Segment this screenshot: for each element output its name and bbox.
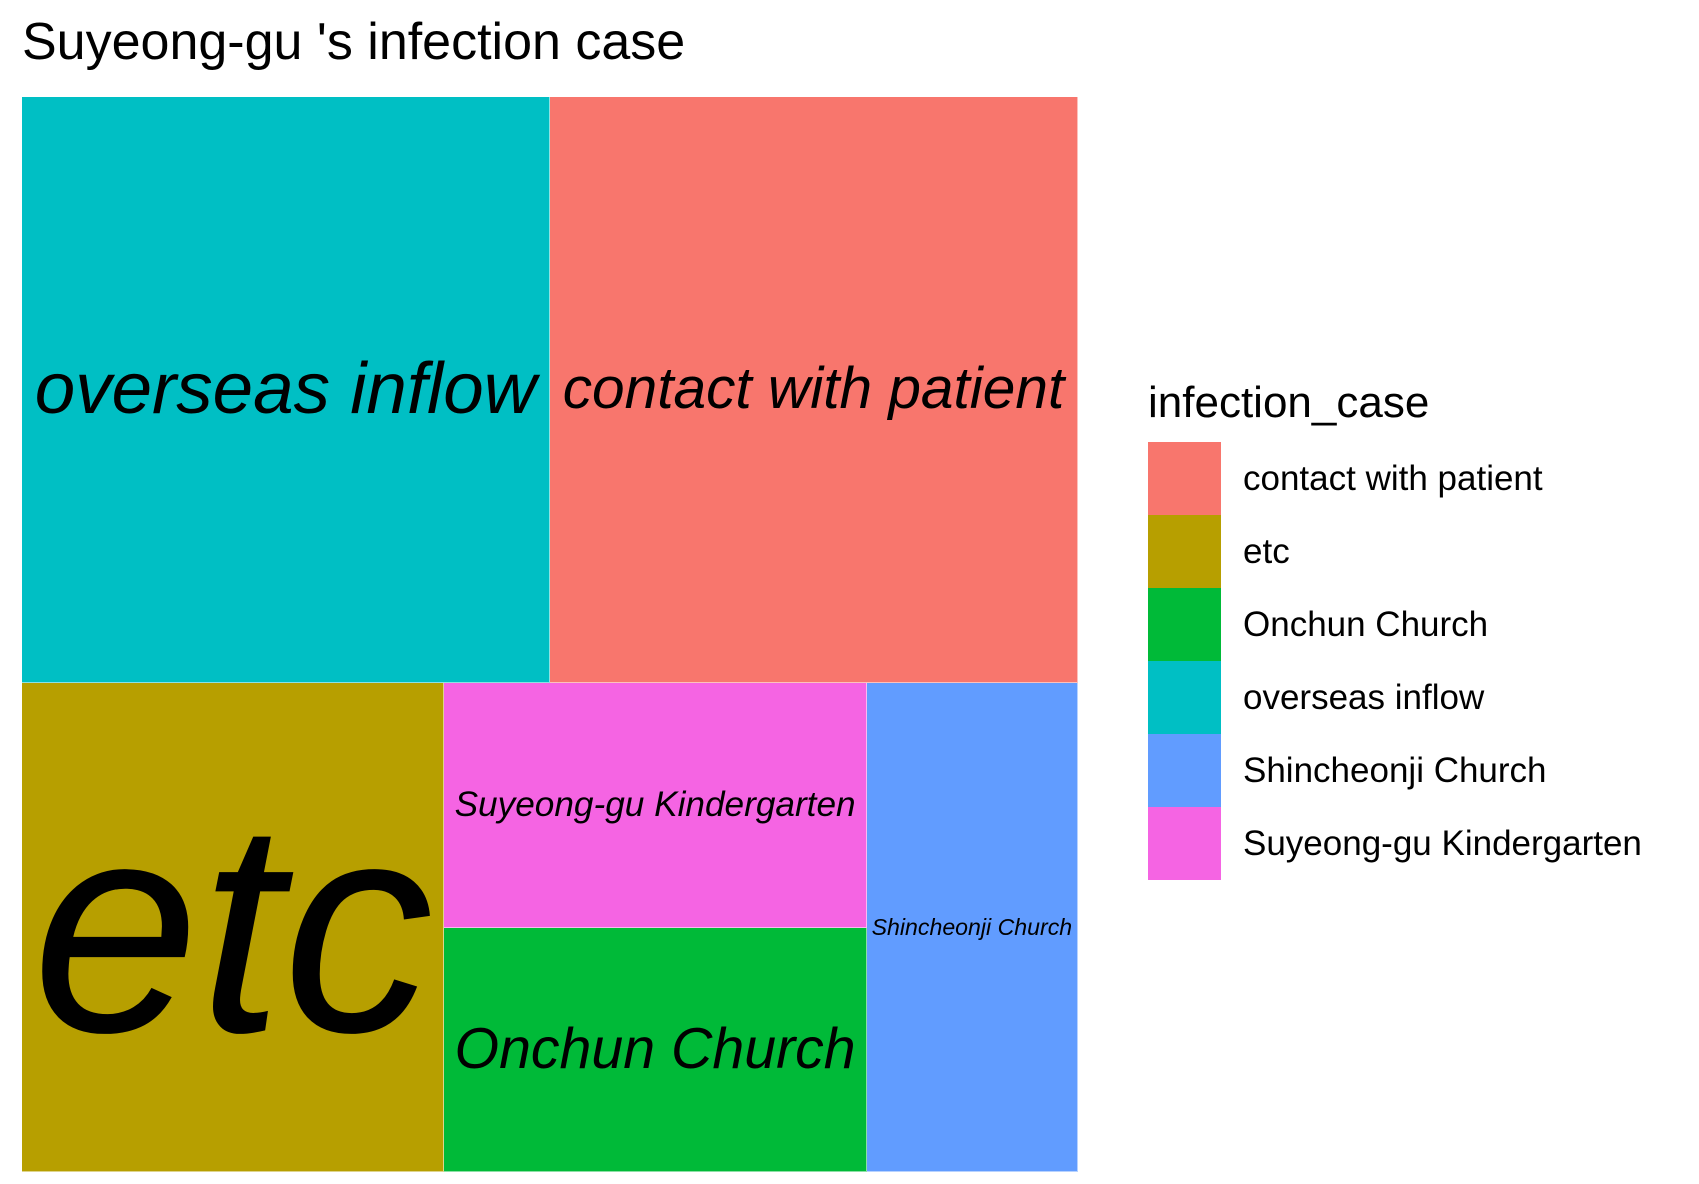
legend-items: contact with patient etc Onchun Church over… bbox=[1148, 442, 1642, 880]
legend-key bbox=[1148, 442, 1221, 515]
legend: infection_case contact with patient etc On… bbox=[1148, 378, 1642, 880]
legend-key bbox=[1148, 515, 1221, 588]
treemap-tile-label: overseas inflow bbox=[34, 348, 537, 430]
legend-item-shincheonji-church: Shincheonji Church bbox=[1148, 734, 1642, 807]
treemap-tile-onchun-church: Onchun Church bbox=[444, 927, 867, 1172]
treemap-tile-label: Shincheonji Church bbox=[871, 913, 1073, 940]
treemap-tile-etc: etc bbox=[22, 683, 445, 1172]
legend-label: Shincheonji Church bbox=[1243, 750, 1547, 790]
legend-key bbox=[1148, 807, 1221, 880]
legend-label: Onchun Church bbox=[1243, 604, 1489, 644]
treemap-tile-label: etc bbox=[32, 758, 434, 1095]
legend-item-overseas-inflow: overseas inflow bbox=[1148, 661, 1642, 734]
legend-label: overseas inflow bbox=[1243, 677, 1485, 717]
treemap-tile-overseas-inflow: overseas inflow bbox=[22, 97, 550, 684]
treemap-tile-contact-with-patient: contact with patient bbox=[550, 97, 1078, 684]
treemap-plot: overseas inflow contact with patient etc Su… bbox=[22, 97, 1078, 1172]
legend-label: etc bbox=[1243, 531, 1290, 571]
legend-item-onchun-church: Onchun Church bbox=[1148, 588, 1642, 661]
treemap-tile-suyeong-gu-kindergarten: Suyeong-gu Kindergarten bbox=[444, 683, 867, 928]
legend-label: Suyeong-gu Kindergarten bbox=[1243, 823, 1642, 863]
legend-item-contact-with-patient: contact with patient bbox=[1148, 442, 1642, 515]
legend-title: infection_case bbox=[1148, 378, 1430, 427]
legend-item-etc: etc bbox=[1148, 515, 1642, 588]
treemap-tile-label: Suyeong-gu Kindergarten bbox=[454, 785, 856, 825]
legend-item-suyeong-gu-kindergarten: Suyeong-gu Kindergarten bbox=[1148, 807, 1642, 880]
legend-key bbox=[1148, 661, 1221, 734]
treemap-tile-shincheonji-church: Shincheonji Church bbox=[866, 683, 1078, 1172]
legend-label: contact with patient bbox=[1243, 458, 1543, 498]
treemap-tile-label: contact with patient bbox=[562, 356, 1065, 422]
chart-title: Suyeong-gu 's infection case bbox=[22, 13, 686, 71]
treemap-tile-label: Onchun Church bbox=[454, 1016, 856, 1081]
legend-key bbox=[1148, 734, 1221, 807]
legend-key bbox=[1148, 588, 1221, 661]
